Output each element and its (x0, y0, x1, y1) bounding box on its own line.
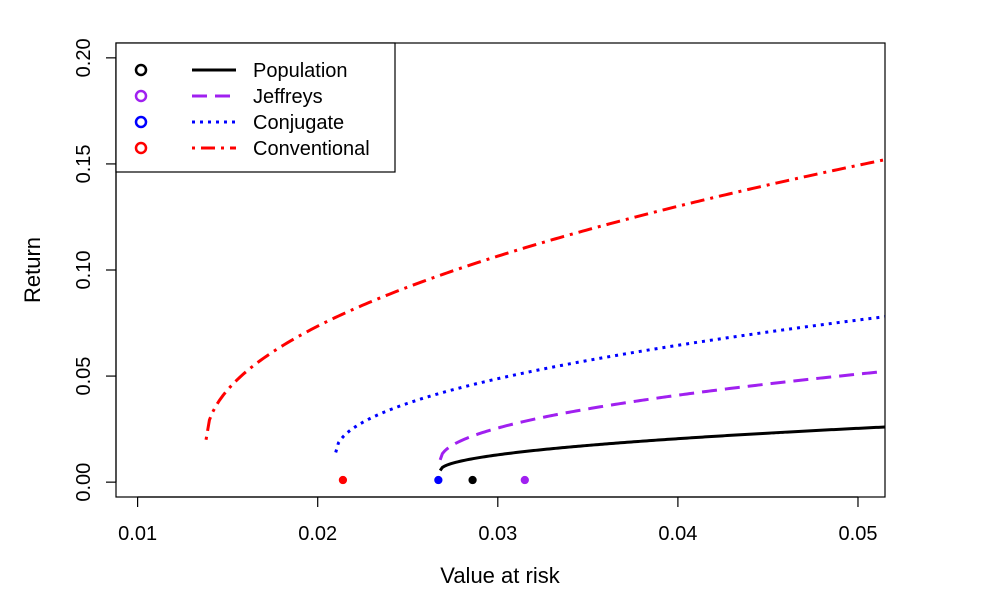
x-axis-title: Value at risk (440, 563, 560, 588)
x-tick-label: 0.05 (839, 523, 878, 545)
series-point-population (468, 475, 477, 485)
x-tick-label: 0.04 (658, 523, 697, 545)
plot-content (204, 158, 885, 485)
legend-label-jeffreys: Jeffreys (253, 86, 323, 108)
legend-marker-population (134, 63, 148, 77)
x-tick-label: 0.03 (478, 523, 517, 545)
series-group (204, 158, 885, 485)
legend-label-conventional: Conventional (253, 138, 370, 160)
series-line-population (438, 425, 885, 472)
legend-marker-conjugate (134, 115, 148, 129)
legend: Population Jeffreys Conjugate Conventional (115, 42, 396, 173)
series-point-conjugate (434, 475, 443, 485)
series-line-jeffreys (438, 369, 885, 461)
x-tick-label: 0.01 (118, 523, 157, 545)
legend-label-conjugate: Conjugate (253, 112, 344, 134)
x-tick-label: 0.02 (298, 523, 337, 545)
y-tick-label: 0.00 (73, 463, 95, 502)
series-line-conventional (204, 158, 885, 440)
series-point-conventional (338, 475, 348, 485)
legend-box (115, 42, 396, 173)
legend-label-population: Population (253, 60, 348, 82)
y-axis: 0.00 0.05 0.10 0.15 0.20 (73, 38, 117, 502)
legend-marker-conventional (134, 141, 148, 155)
y-tick-label: 0.15 (73, 144, 95, 183)
y-tick-label: 0.10 (73, 251, 95, 290)
y-tick-label: 0.05 (73, 357, 95, 396)
series-point-jeffreys (520, 475, 529, 485)
legend-marker-jeffreys (134, 89, 148, 103)
y-tick-label: 0.20 (73, 38, 95, 77)
x-axis: 0.01 0.02 0.03 0.04 0.05 (118, 496, 878, 545)
y-axis-title: Return (20, 237, 45, 303)
